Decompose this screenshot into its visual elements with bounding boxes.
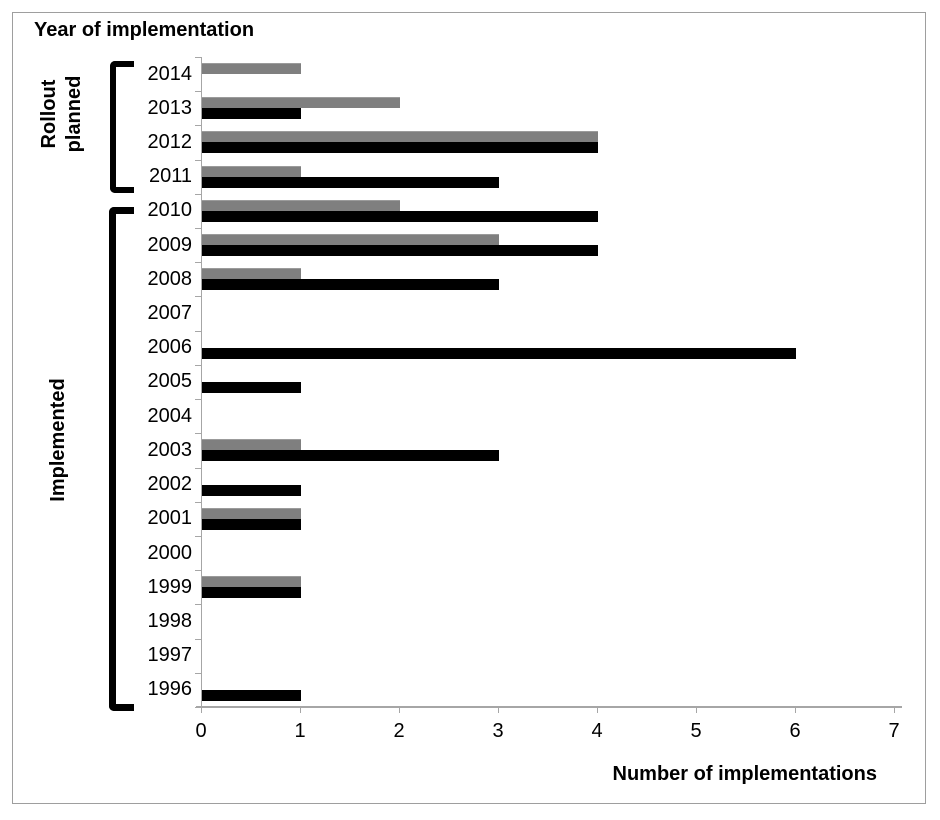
y-axis-tick [195,296,201,297]
x-tick-label: 0 [195,720,207,742]
y-axis-tick [195,433,201,434]
bar-black-bottom-bar-2003 [202,450,499,462]
year-label: 2005 [147,370,193,393]
y-axis-tick [195,468,201,469]
year-label: 2003 [147,438,193,461]
year-label: 2010 [147,199,193,222]
bar-black-bottom-bar-2013 [202,108,301,120]
bar-black-bottom-bar-2008 [202,279,499,291]
x-tick-label: 5 [690,720,702,742]
implemented-bracket [109,207,134,711]
bar-black-bottom-bar-2011 [202,176,499,188]
y-axis-tick [195,639,201,640]
x-axis-tick [300,708,301,713]
y-axis-tick [195,570,201,571]
x-axis-tick [498,708,499,713]
y-axis-tick [195,194,201,195]
y-axis-tick [195,536,201,537]
year-label: 2002 [147,473,193,496]
x-axis-tick [597,708,598,713]
y-axis-tick [195,604,201,605]
group-label-line: planned [63,75,85,153]
year-label: 2000 [147,541,193,564]
year-label: 2004 [147,404,193,427]
bar-black-bottom-bar-2009 [202,245,598,257]
x-tick-label: 4 [591,720,603,742]
group-label-line: Implemented [47,378,69,502]
year-label: 2011 [148,165,192,188]
bar-black-bottom-bar-2012 [202,142,598,154]
bar-gray-top-bar-2010 [202,199,400,211]
x-axis-tick [696,708,697,713]
x-axis-tick [894,708,895,713]
y-axis-line [201,57,202,707]
x-tick-label: 2 [393,720,405,742]
bar-gray-top-bar-2008 [202,268,301,280]
bar-gray-top-bar-2014 [202,63,301,74]
x-tick-label: 7 [888,720,900,742]
x-axis-title: Number of implementations [612,763,877,785]
year-label: 2001 [147,507,193,530]
year-label: 1999 [147,575,193,598]
x-axis-tick [201,708,202,713]
bar-black-bottom-bar-2001 [202,518,301,530]
year-label: 1996 [147,678,193,701]
y-axis-tick [195,57,201,58]
year-label: 2008 [147,267,193,290]
y-axis-tick [195,331,201,332]
y-axis-tick [195,125,201,126]
x-tick-label: 1 [294,720,306,742]
y-axis-tick [195,502,201,503]
group-label-line: Rollout [38,79,60,149]
bar-gray-top-bar-1999 [202,576,301,588]
year-label: 1998 [147,609,193,632]
bar-black-bottom-bar-2002 [202,484,301,496]
bar-black-bottom-bar-1999 [202,587,301,599]
y-axis-tick [195,399,201,400]
bar-black-bottom-bar-1996 [202,689,301,701]
year-label: 1997 [147,644,193,667]
year-label: 2013 [147,96,193,119]
year-label: 2014 [147,62,193,85]
bar-gray-top-bar-2009 [202,234,499,246]
rollout-planned-bracket [110,61,134,193]
bar-gray-top-bar-2003 [202,439,301,451]
y-axis-tick [195,160,201,161]
bar-black-bottom-bar-2005 [202,381,301,393]
y-axis-tick [195,673,201,674]
bar-black-bottom-bar-2010 [202,210,598,222]
y-axis-tick [195,228,201,229]
group-label-implemented: Implemented [46,340,74,540]
chart-title: Year of implementation [34,19,255,41]
x-axis-tick [399,708,400,713]
bar-gray-top-bar-2012 [202,131,598,143]
y-axis-tick [195,91,201,92]
x-axis-line [196,706,902,708]
y-axis-tick [195,262,201,263]
year-label: 2009 [147,233,193,256]
bar-gray-top-bar-2013 [202,97,400,109]
bar-gray-top-bar-2011 [202,165,301,177]
year-label: 2006 [147,336,193,359]
x-tick-label: 6 [789,720,801,742]
year-label: 2012 [147,131,193,154]
y-axis-tick [195,707,201,708]
bar-black-bottom-bar-2006 [202,347,796,359]
y-axis-tick [195,365,201,366]
year-label: 2007 [147,302,193,325]
group-label-rollout-planned: Rollout planned [37,34,87,194]
bar-gray-top-bar-2001 [202,507,301,519]
x-axis-tick [795,708,796,713]
x-tick-label: 3 [492,720,504,742]
